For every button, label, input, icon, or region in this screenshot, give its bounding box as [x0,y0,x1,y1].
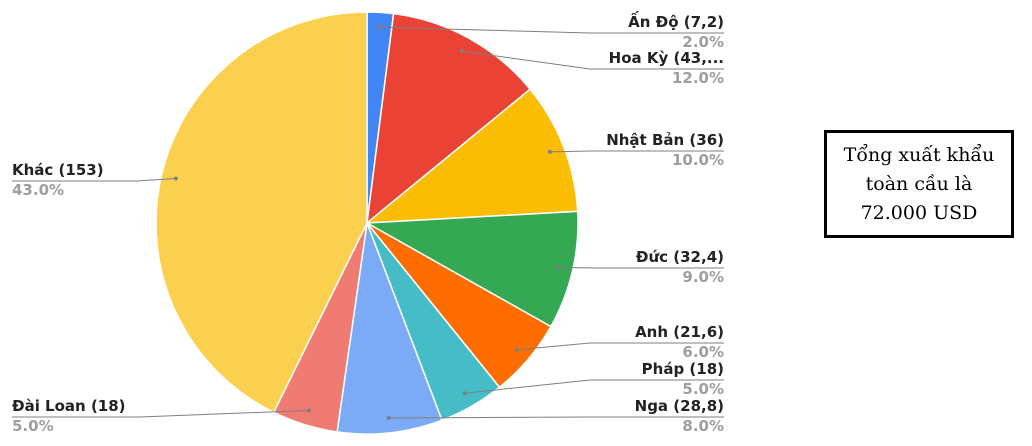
slice-label: Đài Loan (18) [12,397,126,415]
leader-dot [547,149,552,154]
slice-percent: 6.0% [682,343,724,361]
leader-dot [459,49,464,54]
leader-line [12,409,310,418]
slice-percent: 43.0% [12,181,64,199]
leader-line [388,416,724,419]
leader-dot [386,416,391,421]
leader-dot [462,391,467,396]
slice-percent: 9.0% [682,268,724,286]
leader-line [516,342,724,351]
slice-percent: 8.0% [682,417,724,435]
note-line-3: 72.000 USD [860,201,978,224]
slice-label: Hoa Kỳ (43,... [609,49,724,67]
slice-percent: 2.0% [682,33,724,51]
slice-label: Nga (28,8) [635,397,724,415]
leader-dot [556,265,561,270]
slice-percent: 5.0% [12,417,54,435]
leader-line [549,150,724,153]
pie-slice [364,88,579,224]
slice-label: Ấn Độ (7,2) [628,10,724,31]
note-line-1: Tổng xuất khẩu [843,143,995,166]
slice-label: Khác (153) [12,161,104,179]
leader-line [12,177,176,182]
slice-label: Nhật Bản (36) [606,131,724,149]
leader-line [461,50,724,70]
total-export-note: Tổng xuất khẩu toàn cầu là 72.000 USD [824,130,1014,238]
leader-dot [173,176,178,181]
leader-line [379,26,724,34]
pie-slice [366,12,532,225]
slice-percent: 5.0% [682,380,724,398]
leader-dot [377,25,382,30]
slice-label: Anh (21,6) [635,323,724,341]
leader-line [464,379,724,394]
note-line-2: toàn cầu là [865,172,973,195]
leader-dot [514,347,519,352]
pie-slice [364,210,579,328]
pie-slice [336,222,443,435]
leader-dot [307,408,312,413]
slice-label: Pháp (18) [642,360,724,378]
pie-slice [155,11,368,414]
slice-percent: 12.0% [672,69,724,87]
slice-label: Đức (32,4) [636,248,724,266]
slice-percent: 10.0% [672,151,724,169]
